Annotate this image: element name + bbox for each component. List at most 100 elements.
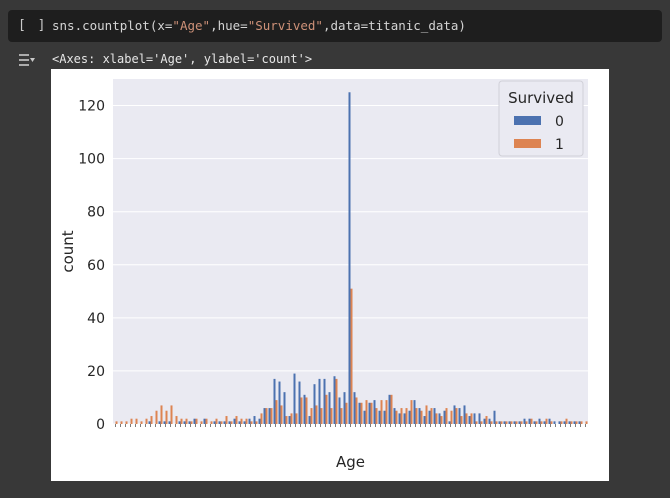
code-cell[interactable]: [ ] sns.countplot(x="Age",hue="Survived"… (8, 10, 662, 42)
bar-series-1 (560, 421, 563, 424)
bar-series-0 (353, 392, 356, 424)
bar-series-1 (545, 418, 548, 424)
legend-swatch-1 (514, 139, 541, 148)
bar-series-0 (408, 410, 411, 424)
bar-series-1 (510, 421, 513, 424)
bar-series-1 (465, 413, 468, 424)
bar-series-0 (358, 402, 361, 424)
bar-series-1 (195, 418, 198, 424)
bar-series-1 (395, 410, 398, 424)
legend-label-1: 1 (555, 137, 564, 153)
output-collapse-glyph (19, 54, 35, 66)
bar-series-1 (370, 402, 373, 424)
bar-series-0 (363, 410, 366, 424)
bar-series-0 (398, 413, 401, 424)
bar-series-1 (180, 418, 183, 424)
bar-series-0 (373, 400, 376, 424)
bar-series-0 (328, 392, 331, 424)
bar-series-1 (325, 394, 328, 424)
bar-series-0 (343, 392, 346, 424)
bar-series-0 (163, 421, 166, 424)
bar-series-0 (453, 405, 456, 424)
bar-series-1 (520, 421, 523, 424)
bar-series-0 (433, 408, 436, 424)
bar-series-0 (383, 410, 386, 424)
bar-series-0 (233, 418, 236, 424)
bar-series-0 (183, 421, 186, 424)
bar-series-1 (150, 416, 153, 424)
chart-figure: 0 20 40 60 80 100 120 Age count Survived 0 1 (51, 69, 609, 481)
bar-series-0 (323, 378, 326, 424)
bar-series-0 (533, 421, 536, 424)
output-collapse-icon[interactable] (18, 52, 36, 68)
bar-series-0 (393, 408, 396, 424)
bar-series-1 (565, 418, 568, 424)
code-line[interactable]: sns.countplot(x="Age",hue="Survived",dat… (52, 18, 466, 33)
bar-series-1 (480, 421, 483, 424)
bar-series-1 (270, 408, 273, 424)
bar-series-0 (218, 421, 221, 424)
bar-series-1 (295, 413, 298, 424)
bar-series-0 (268, 408, 271, 424)
bar-series-0 (573, 421, 576, 424)
bar-series-0 (523, 418, 526, 424)
bar-series-1 (525, 421, 528, 424)
bar-series-1 (175, 416, 178, 424)
bar-series-1 (435, 413, 438, 424)
bar-series-0 (473, 413, 476, 424)
bar-series-1 (495, 421, 498, 424)
y-tick-label: 120 (78, 99, 105, 115)
bar-series-0 (518, 421, 521, 424)
bar-series-0 (258, 418, 261, 424)
bar-series-0 (288, 416, 291, 424)
bar-series-0 (528, 418, 531, 424)
bar-series-0 (403, 413, 406, 424)
bar-series-1 (405, 408, 408, 424)
bar-series-0 (228, 421, 231, 424)
output-repr: <Axes: xlabel='Age', ylabel='count'> (52, 52, 313, 66)
bar-series-1 (260, 413, 263, 424)
code-prefix: sns.countplot(x= (52, 18, 173, 33)
bar-series-1 (415, 408, 418, 424)
bar-series-0 (148, 421, 151, 424)
bar-series-0 (508, 421, 511, 424)
bar-series-1 (310, 408, 313, 424)
bar-series-1 (135, 418, 138, 424)
bar-series-0 (338, 397, 341, 424)
bar-series-0 (308, 416, 311, 424)
bar-series-1 (580, 421, 583, 424)
bar-series-1 (290, 413, 293, 424)
bar-series-0 (513, 421, 516, 424)
bar-series-1 (515, 421, 518, 424)
bar-series-1 (215, 418, 218, 424)
y-tick-label: 60 (87, 258, 105, 274)
bar-series-1 (115, 421, 118, 424)
bar-series-1 (330, 408, 333, 424)
y-axis-label: count (59, 230, 77, 272)
y-tick-label: 0 (96, 417, 105, 433)
run-cell-button[interactable]: [ ] (18, 18, 48, 33)
bar-series-0 (568, 421, 571, 424)
bar-series-0 (318, 378, 321, 424)
bar-series-0 (243, 421, 246, 424)
bar-series-1 (235, 416, 238, 424)
bar-series-1 (165, 410, 168, 424)
bar-series-0 (578, 421, 581, 424)
bar-series-0 (213, 421, 216, 424)
bar-series-0 (298, 381, 301, 424)
bar-series-0 (548, 418, 551, 424)
bar-series-0 (313, 384, 316, 424)
code-mid: ,hue= (210, 18, 248, 33)
bar-series-0 (193, 418, 196, 424)
bar-series-1 (280, 405, 283, 424)
bar-series-0 (188, 421, 191, 424)
bar-series-1 (385, 400, 388, 424)
bar-series-0 (428, 410, 431, 424)
bar-series-1 (205, 418, 208, 424)
bar-series-1 (265, 408, 268, 424)
bar-series-0 (178, 421, 181, 424)
bar-series-1 (380, 400, 383, 424)
bar-series-0 (558, 421, 561, 424)
bar-series-0 (543, 421, 546, 424)
bar-series-1 (490, 421, 493, 424)
